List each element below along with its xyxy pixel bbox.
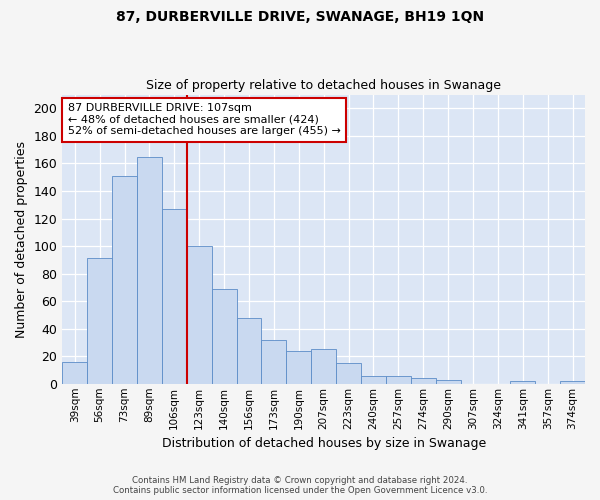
Bar xyxy=(436,380,461,384)
Y-axis label: Number of detached properties: Number of detached properties xyxy=(15,140,28,338)
Bar xyxy=(511,381,535,384)
Bar xyxy=(311,350,336,384)
Bar xyxy=(361,376,386,384)
Bar xyxy=(112,176,137,384)
Text: 87, DURBERVILLE DRIVE, SWANAGE, BH19 1QN: 87, DURBERVILLE DRIVE, SWANAGE, BH19 1QN xyxy=(116,10,484,24)
Bar xyxy=(386,376,411,384)
Bar xyxy=(62,362,87,384)
Bar xyxy=(162,209,187,384)
Bar xyxy=(137,156,162,384)
Bar xyxy=(286,350,311,384)
Bar xyxy=(336,363,361,384)
Bar xyxy=(212,288,236,384)
Title: Size of property relative to detached houses in Swanage: Size of property relative to detached ho… xyxy=(146,79,501,92)
Text: Contains HM Land Registry data © Crown copyright and database right 2024.
Contai: Contains HM Land Registry data © Crown c… xyxy=(113,476,487,495)
Bar xyxy=(560,381,585,384)
Text: 87 DURBERVILLE DRIVE: 107sqm
← 48% of detached houses are smaller (424)
52% of s: 87 DURBERVILLE DRIVE: 107sqm ← 48% of de… xyxy=(68,103,340,136)
Bar xyxy=(87,258,112,384)
Bar xyxy=(236,318,262,384)
Bar xyxy=(411,378,436,384)
Bar xyxy=(187,246,212,384)
Bar xyxy=(262,340,286,384)
X-axis label: Distribution of detached houses by size in Swanage: Distribution of detached houses by size … xyxy=(161,437,486,450)
